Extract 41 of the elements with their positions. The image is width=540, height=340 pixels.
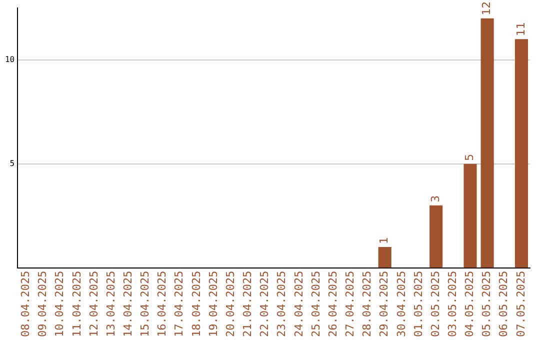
x-tick-label: 16.04.2025 (156, 270, 169, 338)
bar (430, 205, 443, 268)
x-tick-label: 14.04.2025 (122, 270, 135, 338)
x-tick-label: 02.05.2025 (428, 270, 442, 338)
bar (514, 39, 528, 268)
x-tick-label: 28.04.2025 (360, 270, 374, 338)
data-label: 5 (463, 154, 476, 161)
data-label: 3 (428, 195, 442, 202)
x-tick-label: 08.04.2025 (19, 270, 32, 338)
data-label: 11 (514, 22, 528, 36)
bar (378, 246, 392, 268)
x-tick-label: 09.04.2025 (36, 270, 50, 338)
bar (464, 164, 477, 268)
x-tick-label: 29.04.2025 (378, 270, 391, 338)
x-tick-label: 19.04.2025 (206, 270, 220, 338)
x-tick-label: 23.04.2025 (275, 270, 288, 338)
x-tick-label: 30.04.2025 (394, 270, 408, 338)
x-tick-label: 04.05.2025 (463, 270, 476, 338)
x-tick-label: 03.05.2025 (446, 270, 460, 338)
x-tick-label: 13.04.2025 (104, 270, 118, 338)
x-tick-label: 21.04.2025 (241, 270, 254, 338)
x-tick-label: 12.04.2025 (87, 270, 100, 338)
x-tick-label: 22.04.2025 (258, 270, 272, 338)
x-tick-label: 24.04.2025 (292, 270, 306, 338)
x-tick-label: 06.05.2025 (497, 270, 510, 338)
data-label: 1 (378, 236, 391, 244)
bar (480, 18, 494, 268)
x-tick-label: 26.04.2025 (326, 270, 340, 338)
data-label: 12 (480, 1, 494, 16)
x-tick-label: 27.04.2025 (344, 270, 357, 338)
x-tick-label: 07.05.2025 (514, 270, 528, 338)
x-tick-label: 05.05.2025 (480, 270, 494, 338)
y-tick-label: 10 (4, 55, 15, 64)
x-tick-label: 25.04.2025 (309, 270, 322, 338)
x-tick-label: 10.04.2025 (53, 270, 66, 338)
x-tick-label: 11.04.2025 (70, 270, 84, 338)
x-tick-label: 01.05.2025 (412, 270, 425, 338)
x-tick-label: 20.04.2025 (224, 270, 237, 338)
x-tick-label: 17.04.2025 (172, 270, 186, 338)
x-tick-label: 18.04.2025 (190, 270, 203, 338)
x-tick-label: 15.04.2025 (138, 270, 152, 338)
